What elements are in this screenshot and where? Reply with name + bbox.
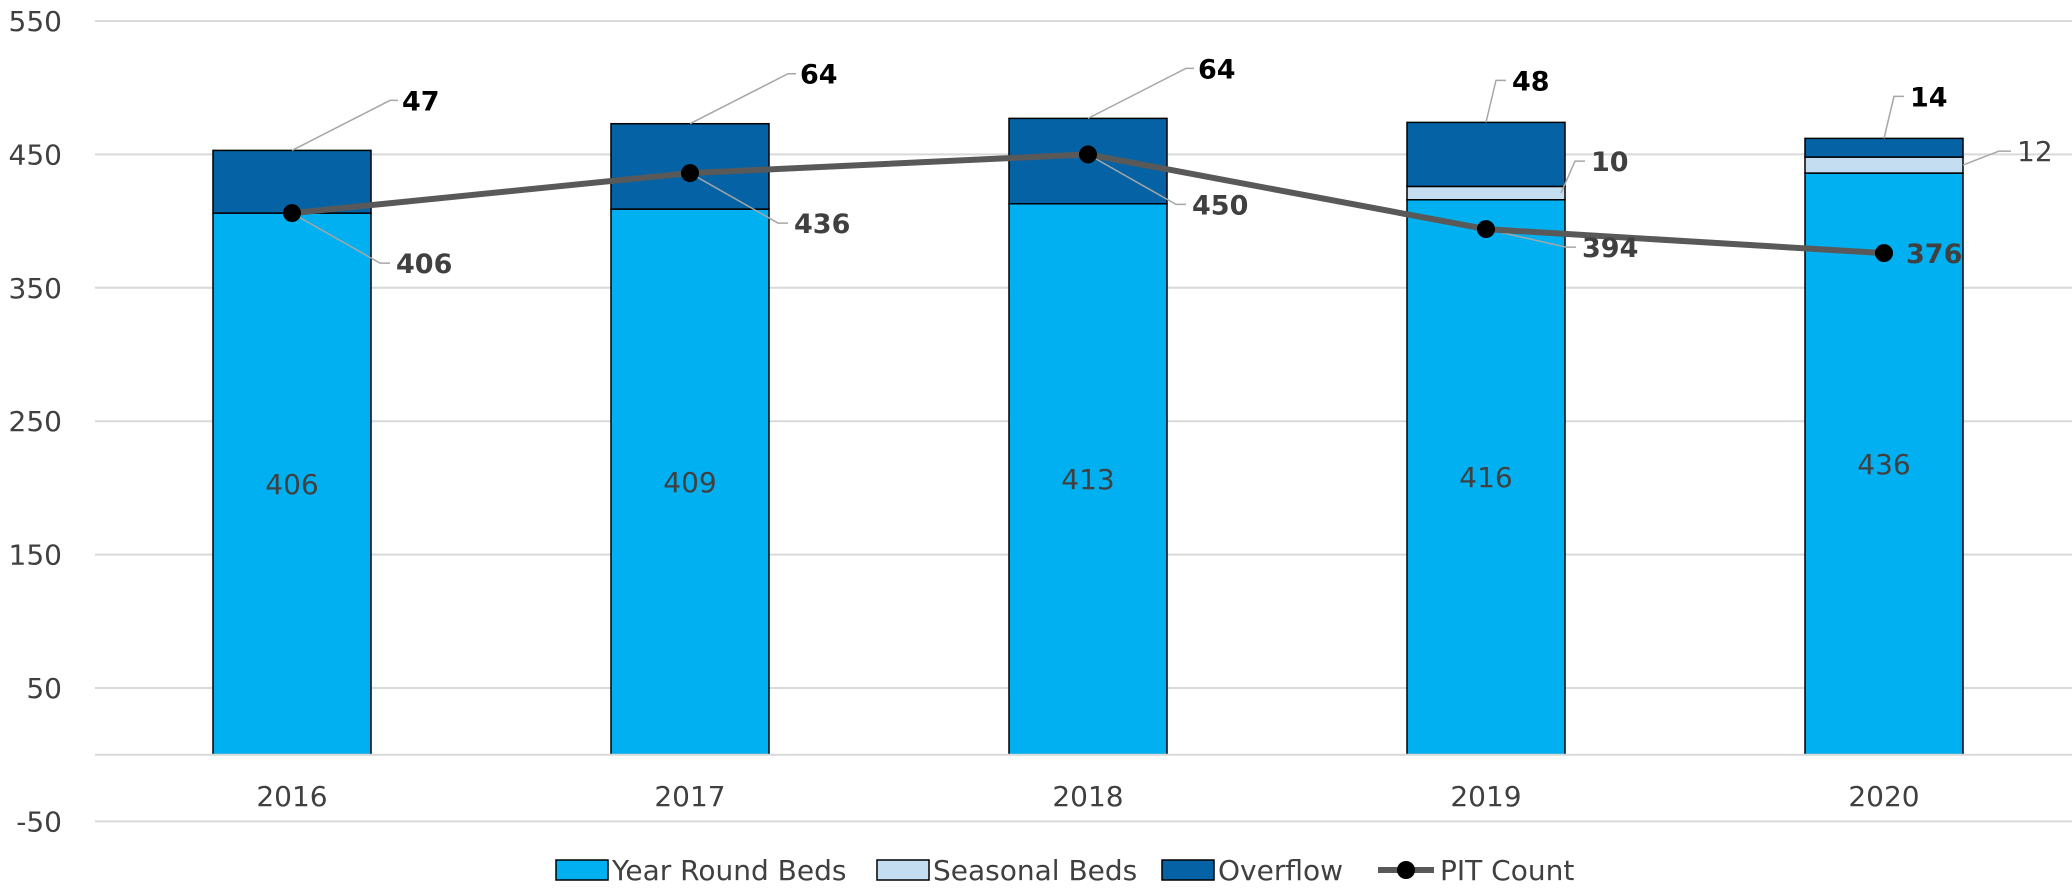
data-label-seasonal-beds: 10 xyxy=(1591,147,1629,178)
data-label-year-round-beds: 413 xyxy=(1061,463,1114,496)
bars xyxy=(212,117,1964,756)
leader-line xyxy=(689,172,788,224)
bar-segment-year-round-beds-2020 xyxy=(1804,172,1964,756)
data-label-pit-count: 406 xyxy=(396,249,452,280)
data-label-overflow: 48 xyxy=(1512,66,1550,97)
leader-line xyxy=(1485,79,1506,123)
y-tick-label: 50 xyxy=(26,672,62,705)
leader-line xyxy=(291,212,390,264)
data-label-pit-count: 376 xyxy=(1906,239,1962,270)
legend-marker-pit-count xyxy=(1397,861,1415,879)
leader-lines xyxy=(291,67,2011,264)
x-tick-label: 2019 xyxy=(1450,780,1521,813)
y-tick-label: 250 xyxy=(9,405,62,438)
bar-segment-overflow-2020 xyxy=(1804,137,1964,158)
pit-count-point xyxy=(681,164,699,183)
leader-line xyxy=(689,72,796,125)
data-label-year-round-beds: 416 xyxy=(1459,461,1512,494)
data-label-pit-count: 394 xyxy=(1582,233,1638,264)
bar-segment-overflow-2016 xyxy=(212,149,372,214)
legend-label-seasonal-beds: Seasonal Beds xyxy=(933,854,1137,887)
data-label-year-round-beds: 406 xyxy=(265,468,318,501)
legend-label-pit-count: PIT Count xyxy=(1440,854,1574,887)
bar-segment-year-round-beds-2018 xyxy=(1008,203,1168,756)
x-tick-label: 2018 xyxy=(1052,780,1123,813)
data-label-overflow: 64 xyxy=(800,60,838,91)
bar-segment-seasonal-beds-2020 xyxy=(1804,156,1964,174)
legend-swatch-year-round-beds xyxy=(555,859,609,881)
x-tick-label: 2016 xyxy=(256,780,327,813)
bar-segment-year-round-beds-2019 xyxy=(1406,199,1566,756)
data-label-seasonal-beds: 12 xyxy=(2017,135,2053,168)
pit-count-line xyxy=(283,145,1893,263)
leader-line xyxy=(291,99,398,152)
y-tick-label: -50 xyxy=(16,805,62,838)
data-labels: 406 409 413 416 436 47 64 64 48 14 10 12 406 436 450 39… xyxy=(265,54,2052,501)
bar-segment-overflow-2019 xyxy=(1406,121,1566,188)
pit-count-point xyxy=(283,204,301,223)
y-tick-label: 150 xyxy=(9,539,62,572)
y-tick-label: 350 xyxy=(9,272,62,305)
data-label-pit-count: 436 xyxy=(794,209,850,240)
leader-line xyxy=(1883,95,1904,139)
x-tick-label: 2017 xyxy=(654,780,725,813)
y-axis-ticks: 550 450 350 250 150 50 -50 xyxy=(9,5,62,838)
data-label-overflow: 47 xyxy=(402,86,440,117)
pit-count-point xyxy=(1477,220,1495,239)
data-label-pit-count: 450 xyxy=(1192,190,1248,221)
legend-swatch-seasonal-beds xyxy=(876,859,930,881)
pit-count-point xyxy=(1875,244,1893,263)
data-label-year-round-beds: 409 xyxy=(663,466,716,499)
legend-swatch-overflow xyxy=(1161,859,1215,881)
y-tick-label: 550 xyxy=(9,5,62,38)
leader-line xyxy=(1485,228,1576,248)
leader-line xyxy=(1087,153,1186,206)
x-tick-label: 2020 xyxy=(1848,780,1919,813)
bar-segment-year-round-beds-2017 xyxy=(610,208,770,756)
pit-count-point xyxy=(1079,145,1097,164)
legend: Year Round Beds Seasonal Beds Overflow PIT … xyxy=(555,854,1574,887)
y-tick-label: 450 xyxy=(9,138,62,171)
data-label-overflow: 14 xyxy=(1910,82,1948,113)
legend-label-year-round-beds: Year Round Beds xyxy=(611,854,846,887)
data-label-overflow: 64 xyxy=(1198,54,1236,85)
legend-label-overflow: Overflow xyxy=(1218,854,1343,887)
bar-segment-seasonal-beds-2019 xyxy=(1406,185,1566,201)
x-axis: 2016 2017 2018 2019 2020 xyxy=(95,753,2072,813)
data-label-year-round-beds: 436 xyxy=(1857,448,1910,481)
leader-line xyxy=(1560,160,1585,194)
leader-line xyxy=(1087,67,1194,120)
leader-line xyxy=(1962,150,2011,166)
